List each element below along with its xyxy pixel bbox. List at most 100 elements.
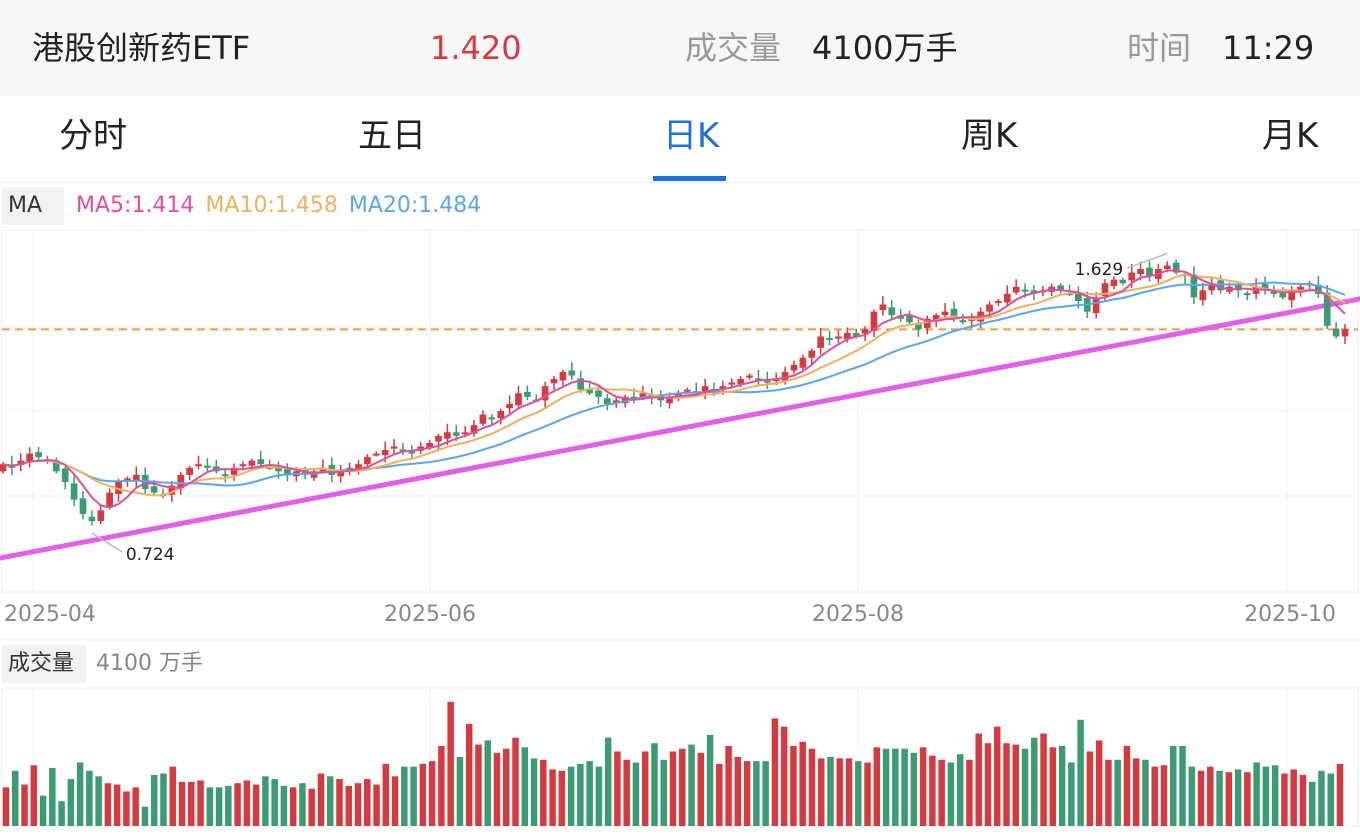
candle-up xyxy=(230,467,238,475)
time-label: 时间 xyxy=(1127,29,1192,67)
volume-bar-down xyxy=(484,740,491,826)
candle-up xyxy=(986,304,993,312)
volume-bar-up xyxy=(1049,747,1057,826)
candle-down xyxy=(221,474,229,477)
candle-up xyxy=(0,464,7,472)
candle-down xyxy=(959,320,967,323)
ma-legend: MA5:1.414 MA10:1.458 MA20:1.484 xyxy=(76,186,481,226)
volume-bar-down xyxy=(1271,765,1279,826)
tab-daily-k[interactable]: 日K xyxy=(663,116,720,156)
ma5-line xyxy=(2,269,1346,509)
tab-monthly-k[interactable]: 月K xyxy=(1262,116,1319,156)
candle-up xyxy=(808,350,816,358)
volume-bar-up xyxy=(966,759,973,826)
volume-bar-up xyxy=(512,737,519,826)
candle-down xyxy=(1315,284,1322,294)
candle-down xyxy=(284,468,291,475)
tab-five-day[interactable]: 五日 xyxy=(358,116,426,156)
volume-bar-up xyxy=(169,766,176,826)
volume-bar-down xyxy=(39,795,47,826)
volume-indicator-selector[interactable]: 成交量 xyxy=(2,645,86,683)
volume-bar-up xyxy=(1299,774,1307,826)
candle-down xyxy=(604,398,611,404)
volume-bar-down xyxy=(1262,766,1270,826)
volume-bar-down xyxy=(1031,737,1038,826)
volume-bar-down xyxy=(1068,762,1075,826)
volume-bar-down xyxy=(1318,770,1325,826)
x-tick-label: 2025-04 xyxy=(4,602,96,627)
volume-bar-down xyxy=(401,766,408,826)
candle-up xyxy=(559,371,567,381)
candle-up xyxy=(1128,272,1136,281)
candle-up xyxy=(372,453,380,456)
candle-up xyxy=(1288,290,1296,301)
candle-up xyxy=(1341,329,1349,337)
volume-bar-up xyxy=(864,762,871,826)
volume-bar-down xyxy=(1114,759,1121,826)
candle-up xyxy=(435,435,442,442)
candle-up xyxy=(461,432,469,435)
candle-up xyxy=(1003,293,1011,303)
volume-bar-up xyxy=(197,780,204,826)
volume-value: 4100万手 xyxy=(812,29,958,67)
ma-indicator-selector[interactable]: MA xyxy=(2,187,64,225)
volume-bar-up xyxy=(234,783,241,826)
candle-down xyxy=(399,449,407,452)
candle-up xyxy=(1199,290,1207,301)
candle-down xyxy=(826,337,833,341)
volume-bar-up xyxy=(1281,773,1288,826)
candle-up xyxy=(168,485,176,495)
volume-bar-down xyxy=(262,776,269,826)
volume-bar-up xyxy=(1244,772,1251,826)
candle-up xyxy=(97,510,105,522)
volume-bar-up xyxy=(188,781,195,826)
candle-down xyxy=(915,323,922,330)
candle-down xyxy=(52,460,60,472)
tab-weekly-k[interactable]: 周K xyxy=(961,116,1018,156)
volume-bar-up xyxy=(1336,763,1344,826)
volume-bar-down xyxy=(882,748,890,826)
tab-intraday[interactable]: 分时 xyxy=(59,116,127,156)
volume-bar-down xyxy=(86,770,93,826)
volume-bar-down xyxy=(947,762,955,826)
volume-bar-up xyxy=(493,752,501,826)
candle-up xyxy=(879,304,887,311)
candle-up xyxy=(444,432,451,439)
candle-down xyxy=(568,370,576,376)
volume-bar-down xyxy=(1188,766,1196,826)
volume-label: 成交量 xyxy=(685,29,782,67)
volume-bar-up xyxy=(984,743,992,826)
candle-up xyxy=(781,371,789,381)
active-tab-indicator xyxy=(653,176,726,181)
volume-bar-down xyxy=(855,761,862,826)
candle-down xyxy=(35,452,42,458)
volume-bar-down xyxy=(651,743,658,826)
candle-down xyxy=(204,465,211,468)
candle-up xyxy=(195,464,202,467)
volume-bar-down xyxy=(660,759,667,826)
candle-up xyxy=(186,467,193,475)
candle-up xyxy=(470,425,478,434)
ma10-line xyxy=(2,273,1346,497)
ma20-label: MA20:1.484 xyxy=(348,193,482,218)
volume-bar-up xyxy=(1123,745,1131,826)
volume-bar-up xyxy=(178,781,186,826)
volume-bar-up xyxy=(113,784,121,826)
volume-bar-down xyxy=(410,766,417,826)
candle-down xyxy=(257,459,265,465)
volume-bar-up xyxy=(558,770,566,826)
last-price: 1.420 xyxy=(430,29,522,67)
volume-bar-down xyxy=(1234,769,1242,826)
candle-down xyxy=(763,379,771,383)
candle-down xyxy=(888,307,896,316)
candle-down xyxy=(1172,262,1180,273)
volume-bar-down xyxy=(280,785,288,826)
volume-bar-up xyxy=(503,748,510,826)
candle-up xyxy=(737,379,744,385)
volume-bar-up xyxy=(836,758,843,826)
ma10-label: MA10:1.458 xyxy=(205,193,338,218)
volume-bar-up xyxy=(2,787,10,826)
candle-down xyxy=(275,467,282,472)
volume-bar-up xyxy=(669,751,677,826)
